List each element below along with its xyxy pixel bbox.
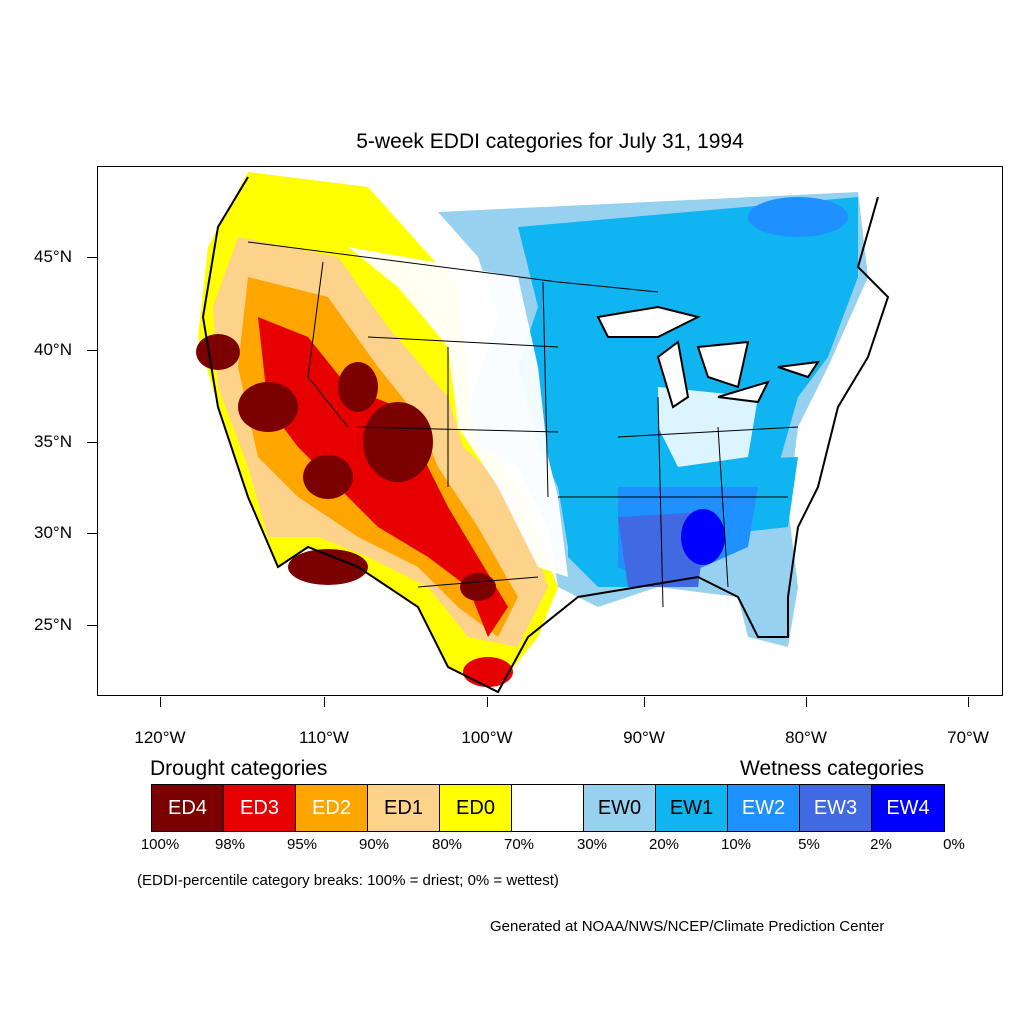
- lat-tick: [87, 625, 97, 626]
- legend-bar: ED4 ED3 ED2 ED1 ED0 EW0 EW1 EW2 EW3 EW4: [151, 784, 945, 832]
- lake-michigan: [656, 340, 690, 409]
- break-label: 2%: [870, 836, 892, 853]
- break-label: 70%: [503, 836, 535, 853]
- wetness-heading: Wetness categories: [740, 757, 925, 780]
- drought-heading: Drought categories: [150, 757, 328, 780]
- wet-ew2-patch: [748, 197, 848, 237]
- legend-swatch-neutral: [512, 785, 584, 831]
- legend-swatch-ew2: EW2: [728, 785, 800, 831]
- lon-label-100: 100°W: [461, 728, 513, 747]
- drought-ed4-patch: [288, 549, 368, 585]
- lon-tick: [968, 697, 969, 707]
- lake-superior: [596, 305, 701, 338]
- break-label: 30%: [576, 836, 608, 853]
- drought-ed4-patch: [463, 657, 513, 687]
- drought-ed4-patch: [363, 402, 433, 482]
- legend-swatch-ew4: EW4: [872, 785, 944, 831]
- lon-label-90: 90°W: [623, 728, 665, 747]
- lat-label-45: 45°N: [34, 247, 72, 266]
- lat-tick: [87, 533, 97, 534]
- lat-label-35: 35°N: [34, 432, 72, 451]
- legend-swatch-ew3: EW3: [800, 785, 872, 831]
- legend-swatch-ed0: ED0: [440, 785, 512, 831]
- lon-tick: [160, 697, 161, 707]
- category-note: (EDDI-percentile category breaks: 100% =…: [137, 872, 559, 889]
- legend-swatch-ew0: EW0: [584, 785, 656, 831]
- lake-huron: [696, 340, 750, 389]
- legend-swatch-ew1: EW1: [656, 785, 728, 831]
- drought-ed4-patch: [196, 334, 240, 370]
- break-label: 98%: [214, 836, 246, 853]
- lon-tick: [324, 697, 325, 707]
- break-label: 0%: [943, 836, 965, 853]
- eddi-map: [196, 172, 890, 694]
- lon-label-120: 120°W: [134, 728, 186, 747]
- lon-label-70: 70°W: [947, 728, 989, 747]
- lat-tick: [87, 442, 97, 443]
- break-label: 90%: [358, 836, 390, 853]
- map-frame: [97, 166, 1003, 696]
- break-label: 20%: [648, 836, 680, 853]
- state-boundaries: [247, 241, 799, 608]
- drought-ed4-patch: [303, 455, 353, 499]
- near-normal-plains: [348, 247, 568, 577]
- wet-ew4-patch: [681, 509, 725, 565]
- lat-label-25: 25°N: [34, 615, 72, 634]
- break-label: 80%: [431, 836, 463, 853]
- legend-swatch-ed3: ED3: [224, 785, 296, 831]
- lat-tick: [87, 257, 97, 258]
- drought-ed4-patch: [460, 573, 496, 601]
- legend-swatch-ed4: ED4: [152, 785, 224, 831]
- lon-tick: [644, 697, 645, 707]
- coastline: [201, 176, 890, 694]
- legend-swatch-ed2: ED2: [296, 785, 368, 831]
- legend-swatch-ed1: ED1: [368, 785, 440, 831]
- lat-label-40: 40°N: [34, 340, 72, 359]
- near-normal-midwest: [658, 387, 758, 467]
- lake-erie: [717, 380, 770, 404]
- drought-ed4-patch: [238, 382, 298, 432]
- credit-line: Generated at NOAA/NWS/NCEP/Climate Predi…: [490, 918, 885, 935]
- lon-tick: [806, 697, 807, 707]
- lat-tick: [87, 350, 97, 351]
- break-label: 5%: [798, 836, 820, 853]
- lon-tick: [487, 697, 488, 707]
- break-label: 100%: [140, 836, 180, 853]
- lat-label-30: 30°N: [34, 523, 72, 542]
- map-title: 5-week EDDI categories for July 31, 1994: [356, 130, 744, 153]
- break-label: 95%: [286, 836, 318, 853]
- break-label: 10%: [720, 836, 752, 853]
- lon-label-80: 80°W: [785, 728, 827, 747]
- lake-ontario: [777, 360, 821, 379]
- lon-label-110: 110°W: [299, 728, 349, 747]
- drought-ed4-patch: [338, 362, 378, 412]
